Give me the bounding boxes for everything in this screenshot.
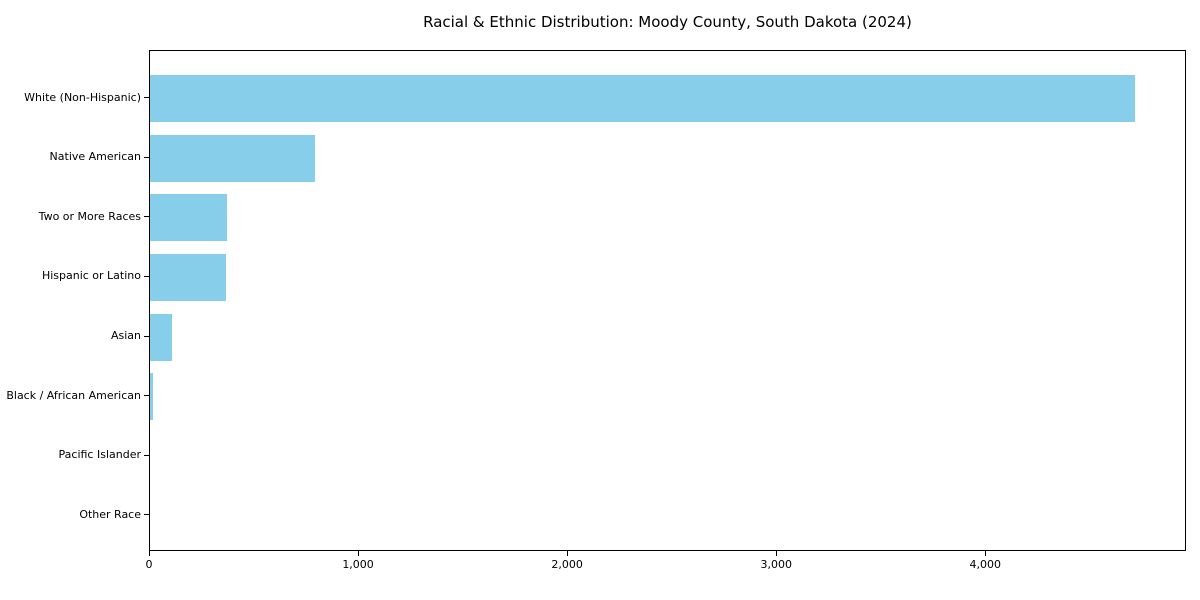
y-tick-label: Pacific Islander: [58, 448, 141, 462]
x-tick-label: 0: [145, 558, 153, 571]
x-axis-tick: [566, 551, 568, 556]
x-axis-tick: [984, 551, 986, 556]
y-axis-tick: [144, 97, 149, 98]
y-tick-label: Two or More Races: [38, 209, 141, 223]
bar-asian: [150, 313, 172, 361]
chart-title: Racial & Ethnic Distribution: Moody Coun…: [423, 13, 912, 31]
y-axis-tick: [144, 156, 149, 158]
x-axis-tick: [775, 551, 777, 556]
x-tick-label: 3,000: [760, 558, 792, 571]
bar-black-african-american: [150, 373, 154, 421]
bar-hispanic-or-latino: [150, 253, 227, 301]
y-axis-tick: [144, 335, 149, 337]
y-tick-label: Black / African American: [6, 388, 141, 402]
y-axis-tick: [144, 514, 149, 516]
x-axis-tick: [357, 551, 359, 556]
y-tick-label: Hispanic or Latino: [41, 269, 141, 283]
bar-white-non-hispanic: [150, 75, 1135, 122]
y-tick-label: Native American: [49, 150, 141, 164]
y-tick-label: Other Race: [79, 507, 141, 521]
y-axis-tick: [144, 216, 149, 218]
y-axis-tick: [144, 454, 149, 456]
y-tick-label: White (Non-Hispanic): [24, 90, 141, 104]
y-tick-label: Asian: [110, 329, 141, 343]
bar-two-or-more-races: [150, 194, 228, 242]
x-tick-label: 2,000: [551, 558, 583, 571]
bar-native-american: [150, 134, 315, 182]
y-axis-tick: [144, 395, 149, 397]
y-axis-tick: [144, 275, 149, 277]
plot-area: [149, 50, 1186, 551]
x-tick-label: 1,000: [342, 558, 374, 571]
x-axis-tick: [148, 551, 150, 556]
x-tick-label: 4,000: [969, 558, 1002, 571]
